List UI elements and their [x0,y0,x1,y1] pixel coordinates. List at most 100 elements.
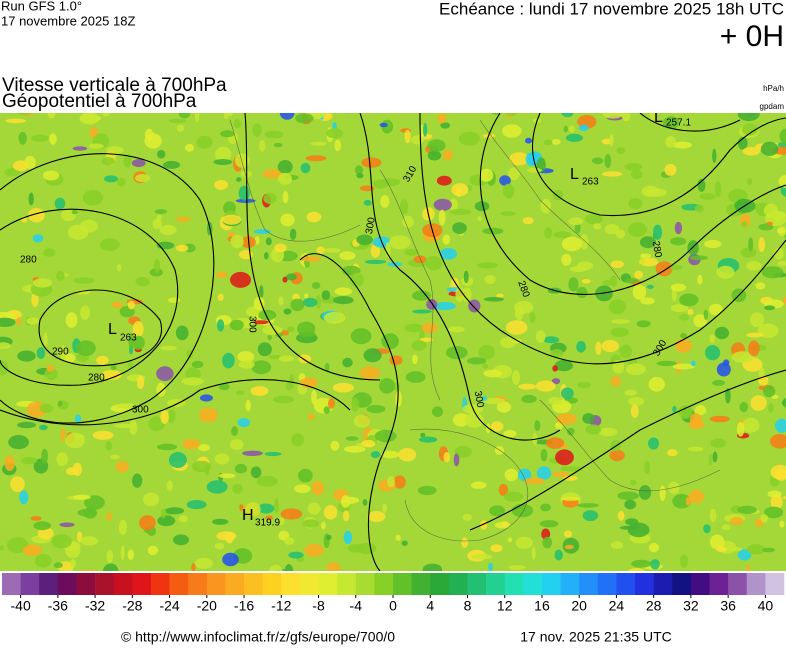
field-blob [601,339,619,353]
contour [639,113,741,132]
colorbar-swatch [393,573,412,595]
field-blob [132,321,144,337]
field-blob [127,300,135,310]
field-blob [22,544,42,557]
field-blob [694,204,705,213]
field-blob [449,208,471,215]
field-blob [422,563,443,571]
field-blob [167,409,176,424]
field-blob [128,333,133,349]
contour [479,113,786,295]
colorbar-tick-label: -8 [312,598,325,614]
field-blob [102,113,110,117]
field-blob [679,313,690,321]
field-blob [524,477,546,485]
field-blob [257,342,272,357]
field-blob [462,287,472,303]
field-blob [182,438,200,450]
field-blob [176,124,185,132]
field-blob [438,209,446,226]
field-blob [410,135,425,145]
field-blob [564,544,574,550]
coastlines [229,119,721,542]
field-blob [143,492,160,507]
field-blob [68,570,74,571]
field-blob [449,198,458,212]
field-blob [234,463,248,474]
field-blob [412,354,418,365]
field-blob [417,485,437,496]
title-geo: Géopotentiel à 700hPa [2,91,197,112]
field-blob [455,286,465,302]
contour [0,379,351,426]
field-blob [413,255,427,264]
field-blob [551,378,561,385]
contours [0,113,786,571]
field-blob [648,437,659,450]
field-blob [214,179,229,190]
field-blob [535,330,546,343]
field-blob [518,383,537,390]
colorbar-swatch [355,573,375,595]
field-blob [160,409,169,424]
field-blob [427,139,446,152]
field-blob [282,276,288,283]
field-blob [761,266,784,279]
field-blob [65,312,78,328]
field-blob [46,365,55,372]
field-blob [238,185,250,201]
field-blob [604,224,620,235]
field-blob [194,113,200,122]
field-blob [43,170,60,181]
field-blob [554,359,573,372]
field-blob [501,521,509,527]
field-blob [731,351,754,363]
field-blob [349,272,364,288]
field-blob [229,319,244,331]
field-blob [777,227,786,234]
field-blob [204,463,210,475]
field-blob [766,221,773,226]
field-blob [522,217,534,225]
field-blob [536,466,552,480]
field-blob [184,143,195,152]
field-blob [568,217,584,226]
contour [469,369,786,531]
field-blob [437,113,447,124]
field-blob [512,370,520,386]
field-blob [404,249,419,256]
field-blob [534,420,541,432]
field-blob [172,534,190,546]
field-blob [53,562,63,569]
field-blob [746,261,762,271]
field-blob [18,131,27,145]
field-blob [535,380,556,392]
field-blob [321,290,331,300]
field-blob [634,270,643,279]
field-blob [619,525,639,530]
generated-time: 17 nov. 2025 21:35 UTC [520,629,672,645]
field-blob [245,502,261,517]
field-blob [131,159,146,168]
field-blob [230,234,244,249]
field-blob [217,293,224,301]
field-blob [678,405,693,419]
field-blob [506,113,515,118]
colorbar-tick-label: 32 [683,598,699,614]
field-blob [709,334,715,344]
field-blob [639,236,657,249]
field-blob [69,559,76,568]
field-blob [257,503,275,514]
field-blob [774,247,784,260]
field-blob [26,317,40,325]
field-blob [602,280,612,287]
field-blob [467,357,487,365]
field-blob [643,461,651,475]
field-blob [561,496,580,501]
field-blob [351,397,360,412]
contour [38,289,163,367]
field-blob [615,229,626,239]
field-blob [71,210,78,215]
field-blob [382,503,387,513]
field-blob [175,244,189,252]
